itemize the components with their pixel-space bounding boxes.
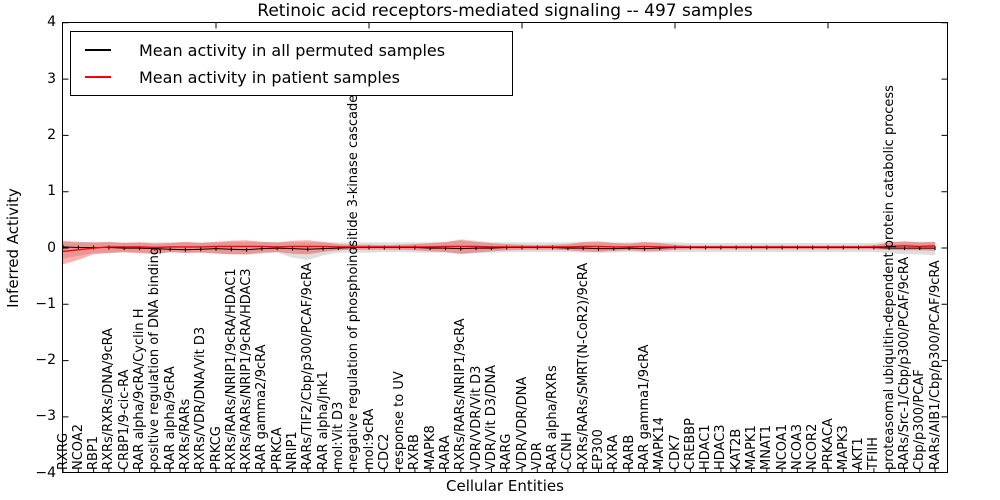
x-tick-label: PRKCG [208,426,224,470]
x-tick-label: RXRs/RARs [177,398,193,470]
y-tick-label: 2 [47,126,56,143]
x-tick-label: RXRA [606,434,622,470]
x-axis-label: Cellular Entities [446,477,564,495]
x-tick-label: MAPK14 [652,416,668,470]
x-tick-label: positive regulation of DNA binding [147,246,163,470]
x-tick-label: MAPK3 [835,425,851,470]
legend: Mean activity in all permuted samples Me… [70,31,513,96]
x-tick-label: HDAC3 [713,424,729,470]
x-tick-label: mol:9cRA [361,408,377,470]
x-tick-label: RARB [621,434,637,470]
x-tick-label: RARs/AIB1/Cbp/p300/PCAF/9cRA [927,260,943,470]
x-tick-label: RARA [438,435,453,470]
x-tick-label: PRKACA [820,418,836,470]
x-tick-label: HDAC1 [698,424,714,470]
x-tick-label: RAR gamma2/9cRA [254,344,270,470]
x-tick-label: TFIIH [866,437,882,470]
y-tick-label: 0 [47,239,56,256]
x-tick-label: RARs/TIF2/Cbp/p300/PCAF/9cRA [300,262,316,470]
x-tick-label: RXRs/RXRs/DNA/9cRA [101,327,117,470]
x-tick-label: NCOA2 [70,424,86,470]
x-tick-label: PRKCA [269,427,285,470]
x-tick-label: MAPK8 [422,425,438,470]
x-tick-label: RXRs/VDR/DNA/Vit D3 [193,326,209,470]
x-tick-label: RAR alpha/Jnk1 [315,371,331,470]
permuted-band [63,239,936,260]
x-tick-label: CCNH [560,432,576,470]
y-tick-label: 3 [47,70,56,87]
x-tick-label: NCOR2 [805,423,821,470]
x-tick-label: KAT2B [728,428,744,470]
x-tick-label: EP300 [591,429,606,470]
x-tick-label: AKT1 [851,437,867,470]
black-line-swatch-icon [85,49,111,51]
x-tick-label: RARs/Src-1/Cbp/p300/PCAF/9cRA [897,256,912,470]
y-tick-label: −2 [35,352,56,369]
x-tick-label: VDR/Vit D3/DNA [483,364,499,470]
x-tick-label: CRBP1/9-cic-RA [116,369,132,470]
x-tick-label: VDR/VDR/DNA [514,376,530,470]
y-tick-label: −3 [35,408,56,425]
x-tick-label: proteasomal ubiquitin-dependent protein … [881,85,897,470]
tick-marks [62,22,948,473]
x-tick-label: NCOA1 [774,424,790,470]
x-tick-label: RAR gamma1/9cRA [636,344,652,470]
x-tick-label: RAR alpha/9cRA/Cyclin H [132,308,147,470]
x-tick-label: RXRG [55,432,71,470]
x-tick-label: RXRB [407,434,423,470]
x-tick-label: RAR alpha/RXRs [545,365,561,470]
red-line-swatch-icon [85,76,111,78]
x-tick-label: VDR/VDR/Vit D3 [468,365,484,470]
legend-label-permuted: Mean activity in all permuted samples [139,40,446,60]
legend-item-permuted: Mean activity in all permuted samples [85,39,512,61]
plot-area [62,22,948,473]
x-tick-label: negative regulation of phosphoinositide … [346,94,362,470]
y-tick-label: 1 [47,183,56,200]
x-tick-label: RBP1 [86,435,102,470]
x-tick-label: MNAT1 [759,424,775,470]
x-tick-label: response to UV [392,371,408,470]
x-tick-label: RXRs/RARs/NRIP1/9cRA/HDAC1 [223,268,239,470]
legend-label-patient: Mean activity in patient samples [139,67,400,87]
x-tick-label: NCOA3 [789,424,805,470]
x-tick-label: NRIP1 [285,431,300,470]
y-tick-label: −1 [35,295,56,312]
y-tick-label: −4 [35,464,56,481]
x-tick-label: MAPK1 [744,425,759,470]
x-tick-label: RAR alpha/9cRA [162,366,178,470]
x-tick-label: VDR [529,442,545,470]
x-tick-label: CDK7 [667,434,683,470]
x-tick-label: CDC2 [376,433,392,470]
x-tick-label: mol:Vit D3 [330,401,346,470]
x-tick-label: RXRs/RARs/NRIP1/9cRA/HDAC3 [239,268,255,470]
x-tick-label: RXRs/RARs/SMRT(N-CoR2)/9cRA [575,262,591,470]
legend-item-patient: Mean activity in patient samples [85,66,512,88]
x-tick-label: RARG [499,433,515,470]
x-tick-label: RXRs/RARs/NRIP1/9cRA [453,318,469,470]
x-tick-label: Cbp/p300/PCAF [912,369,928,470]
chart-title: Retinoic acid receptors-mediated signali… [257,1,753,21]
patient-mean-line [62,245,936,253]
x-tick-label: CREBBP [682,418,698,470]
y-tick-label: 4 [47,14,56,31]
